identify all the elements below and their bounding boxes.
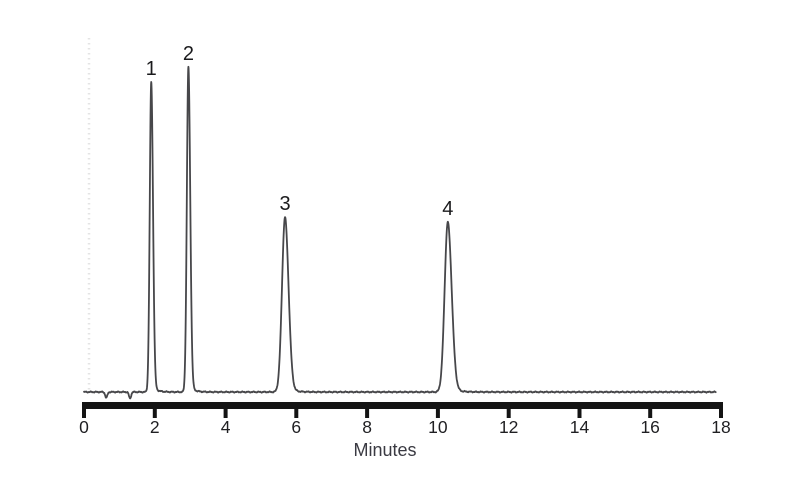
x-axis-tick-label: 8 (362, 417, 372, 437)
x-axis-tick-label: 14 (570, 417, 590, 437)
x-axis-tick-label: 4 (221, 417, 231, 437)
x-axis-tick (223, 406, 228, 418)
x-axis-tick-label: 12 (499, 417, 518, 437)
x-axis-tick (82, 406, 86, 418)
x-axis-tick (506, 406, 511, 418)
peak-label-2: 2 (183, 43, 194, 65)
trace-line (83, 65, 717, 400)
x-axis-tick-label: 0 (79, 417, 89, 437)
peak-label-1: 1 (146, 58, 157, 80)
x-axis-ticks (82, 406, 723, 418)
x-axis-tick-label: 18 (711, 417, 730, 437)
x-axis-title: Minutes (353, 440, 416, 460)
x-axis-tick (152, 406, 157, 418)
x-axis-tick (719, 406, 723, 418)
x-axis-tick-labels: 0 2 4 6 8 10 12 14 16 18 (79, 417, 731, 437)
x-axis-tick (294, 406, 299, 418)
x-axis-tick (435, 406, 440, 418)
x-axis-tick-label: 10 (428, 417, 448, 437)
peak-labels: 1 2 3 4 (146, 43, 454, 220)
x-axis: 0 2 4 6 8 10 12 14 16 18 (79, 402, 731, 437)
peak-label-3: 3 (279, 193, 290, 215)
x-axis-tick (648, 406, 653, 418)
x-axis-tick (577, 406, 582, 418)
x-axis-tick-label: 6 (291, 417, 301, 437)
x-axis-bar (82, 402, 723, 409)
x-axis-tick (365, 406, 370, 418)
peak-label-4: 4 (442, 198, 453, 220)
x-axis-tick-label: 16 (640, 417, 659, 437)
x-axis-tick-label: 2 (150, 417, 160, 437)
